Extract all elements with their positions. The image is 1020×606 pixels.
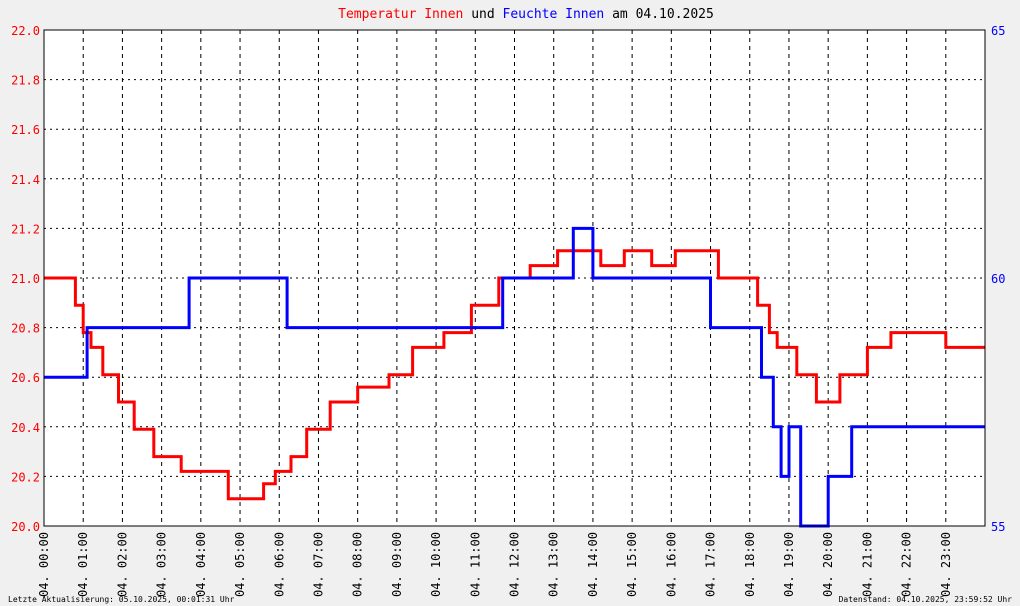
left-tick-label: 21.8 <box>11 74 40 88</box>
x-tick-label: 04. 18:00 <box>743 532 757 597</box>
right-tick-label: 65 <box>991 24 1005 38</box>
x-tick-label: 04. 10:00 <box>429 532 443 597</box>
footer-data-status: Datenstand: 04.10.2025, 23:59:52 Uhr <box>839 595 1013 604</box>
left-tick-label: 20.4 <box>11 421 40 435</box>
x-axis: 04. 00:00 04. 01:00 04. 02:00 04. 03:00 04. … <box>37 532 953 597</box>
left-tick-label: 20.0 <box>11 520 40 534</box>
x-tick-label: 04. 11:00 <box>468 532 482 597</box>
right-tick-label: 55 <box>991 520 1005 534</box>
x-tick-label: 04. 13:00 <box>547 532 561 597</box>
x-tick-label: 04. 15:00 <box>625 532 639 597</box>
x-tick-label: 04. 00:00 <box>37 532 51 597</box>
x-tick-label: 04. 21:00 <box>860 532 874 597</box>
grid <box>44 29 985 527</box>
x-tick-label: 04. 03:00 <box>155 532 169 597</box>
x-tick-label: 04. 09:00 <box>390 532 404 597</box>
left-tick-label: 21.6 <box>11 123 40 137</box>
x-tick-label: 04. 17:00 <box>704 532 718 597</box>
title-temperature: Temperatur Innen <box>338 7 463 22</box>
x-tick-label: 04. 12:00 <box>508 532 522 597</box>
x-tick-label: 04. 01:00 <box>76 532 90 597</box>
left-tick-label: 20.2 <box>11 470 40 484</box>
x-tick-label: 04. 08:00 <box>351 532 365 597</box>
right-tick-label: 60 <box>991 272 1005 286</box>
series-temperature <box>44 249 985 501</box>
x-tick-label: 04. 22:00 <box>900 532 914 597</box>
left-tick-label: 22.0 <box>11 24 40 38</box>
x-tick-label: 04. 14:00 <box>586 532 600 597</box>
left-tick-label: 21.4 <box>11 173 40 187</box>
x-tick-label: 04. 23:00 <box>939 532 953 597</box>
left-axis: 20.0 20.2 20.4 20.6 20.8 21.0 21.2 21.4 21.6 21.8… <box>11 24 40 534</box>
left-tick-label: 21.0 <box>11 272 40 286</box>
left-tick-label: 20.6 <box>11 371 40 385</box>
title-und: und <box>463 7 502 22</box>
x-tick-label: 04. 04:00 <box>194 532 208 597</box>
x-tick-label: 04. 07:00 <box>311 532 325 597</box>
x-tick-label: 04. 19:00 <box>782 532 796 597</box>
right-axis: 55 60 65 <box>991 24 1005 534</box>
x-tick-label: 04. 06:00 <box>272 532 286 597</box>
left-tick-label: 21.2 <box>11 222 40 236</box>
x-tick-label: 04. 02:00 <box>115 532 129 597</box>
x-tick-label: 04. 05:00 <box>233 532 247 597</box>
title-humidity: Feuchte Innen <box>503 7 605 22</box>
footer-last-update: Letzte Aktualisierung: 05.10.2025, 00:01… <box>8 595 235 604</box>
title-date: am 04.10.2025 <box>604 7 714 22</box>
plot-border <box>43 29 986 527</box>
x-tick-label: 04. 16:00 <box>664 532 678 597</box>
left-tick-label: 20.8 <box>11 322 40 336</box>
chart-title: Temperatur Innen und Feuchte Innen am 04… <box>338 7 714 22</box>
x-tick-label: 04. 20:00 <box>821 532 835 597</box>
